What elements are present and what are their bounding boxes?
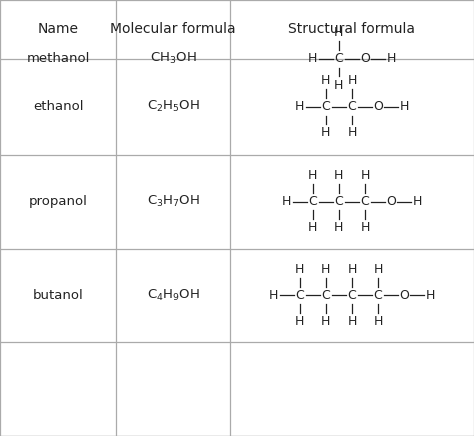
- Text: H: H: [347, 263, 356, 276]
- Text: butanol: butanol: [33, 289, 83, 302]
- Text: H: H: [269, 289, 278, 302]
- Text: ethanol: ethanol: [33, 100, 83, 113]
- Text: H: H: [308, 52, 318, 65]
- Text: H: H: [321, 315, 330, 328]
- Text: H: H: [374, 315, 383, 328]
- Text: C$_3$H$_7$OH: C$_3$H$_7$OH: [146, 194, 200, 209]
- Text: C: C: [374, 289, 383, 302]
- Text: H: H: [334, 26, 344, 39]
- Text: H: H: [334, 221, 344, 234]
- Text: Name: Name: [37, 22, 79, 37]
- Text: H: H: [295, 315, 304, 328]
- Text: H: H: [347, 74, 356, 87]
- Text: Molecular formula: Molecular formula: [110, 22, 236, 37]
- Text: H: H: [321, 126, 330, 140]
- Text: C: C: [321, 289, 330, 302]
- Text: C: C: [361, 195, 369, 208]
- Text: H: H: [282, 195, 292, 208]
- Text: O: O: [386, 195, 396, 208]
- Text: propanol: propanol: [28, 195, 88, 208]
- Text: H: H: [400, 100, 409, 113]
- Text: H: H: [347, 315, 356, 328]
- Text: C: C: [347, 289, 356, 302]
- Text: H: H: [334, 169, 344, 182]
- Text: C: C: [335, 195, 343, 208]
- Text: methanol: methanol: [27, 52, 90, 65]
- Text: H: H: [347, 126, 356, 140]
- Text: H: H: [308, 169, 318, 182]
- Text: H: H: [334, 78, 344, 92]
- Text: C: C: [347, 100, 356, 113]
- Text: O: O: [373, 100, 383, 113]
- Text: H: H: [308, 221, 318, 234]
- Text: H: H: [321, 263, 330, 276]
- Text: H: H: [360, 221, 370, 234]
- Text: H: H: [295, 100, 304, 113]
- Text: C: C: [335, 52, 343, 65]
- Text: H: H: [295, 263, 304, 276]
- Text: O: O: [360, 52, 370, 65]
- Text: C$_2$H$_5$OH: C$_2$H$_5$OH: [146, 99, 200, 114]
- Text: H: H: [412, 195, 422, 208]
- Text: C: C: [309, 195, 317, 208]
- Text: C$_4$H$_9$OH: C$_4$H$_9$OH: [146, 288, 200, 303]
- Text: H: H: [386, 52, 396, 65]
- Text: H: H: [360, 169, 370, 182]
- Text: H: H: [321, 74, 330, 87]
- Text: O: O: [399, 289, 409, 302]
- Text: H: H: [374, 263, 383, 276]
- Text: H: H: [426, 289, 435, 302]
- Text: C: C: [295, 289, 304, 302]
- Text: C: C: [321, 100, 330, 113]
- Text: Structural formula: Structural formula: [289, 22, 415, 37]
- Text: CH$_3$OH: CH$_3$OH: [150, 51, 196, 66]
